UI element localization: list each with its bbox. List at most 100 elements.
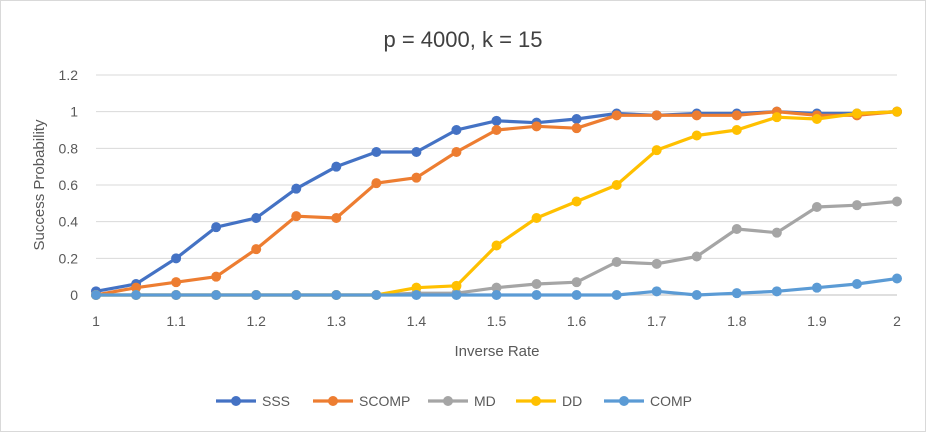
y-tick-label: 0.2 [59, 250, 79, 266]
data-point-dd [771, 112, 782, 123]
data-point-sss [371, 147, 382, 157]
data-point-scomp [691, 110, 702, 121]
data-point-sss [251, 213, 262, 223]
data-point-comp [291, 290, 302, 300]
legend-swatch-marker [531, 396, 541, 406]
data-point-md [892, 196, 902, 207]
data-point-dd [491, 240, 502, 251]
legend-swatch-marker [619, 396, 629, 406]
y-tick-label: 0.6 [59, 177, 79, 193]
x-axis-ticks: 1 1.1 1.2 1.3 1.4 1.5 1.6 1.7 1.8 1.9 2 [92, 313, 901, 329]
data-point-scomp [571, 123, 582, 134]
data-point-comp [611, 290, 622, 300]
data-point-scomp [411, 172, 422, 183]
x-tick-label: 2 [893, 313, 901, 329]
data-point-sss [331, 161, 342, 172]
data-point-comp [491, 290, 502, 300]
y-tick-label: 0.4 [59, 214, 79, 230]
data-point-md [851, 200, 862, 211]
data-point-comp [91, 290, 101, 300]
data-point-scomp [651, 110, 662, 121]
x-tick-label: 1.8 [727, 313, 747, 329]
chart-title: p = 4000, k = 15 [383, 27, 542, 52]
data-point-sss [411, 147, 422, 157]
data-point-comp [851, 279, 862, 289]
data-point-comp [251, 290, 262, 300]
x-tick-label: 1.4 [407, 313, 427, 329]
y-axis-label: Success Probability [31, 119, 48, 250]
data-point-scomp [251, 244, 262, 255]
data-point-md [691, 251, 702, 262]
data-point-dd [851, 108, 862, 119]
x-tick-label: 1.3 [327, 313, 347, 329]
data-point-comp [131, 290, 142, 300]
data-point-dd [411, 282, 422, 293]
x-tick-label: 1.5 [487, 313, 507, 329]
data-point-scomp [531, 121, 542, 132]
legend-label: MD [474, 393, 496, 409]
data-point-sss [171, 253, 182, 264]
series-group [91, 106, 902, 300]
data-point-comp [571, 290, 582, 300]
y-tick-label: 1 [70, 104, 78, 120]
x-tick-label: 1.9 [807, 313, 827, 329]
data-point-md [651, 258, 662, 269]
legend-item-md: MD [428, 393, 496, 409]
legend-item-scomp: SCOMP [313, 393, 410, 409]
data-point-dd [811, 114, 822, 124]
data-point-dd [571, 196, 582, 207]
data-point-scomp [451, 147, 462, 157]
data-point-dd [731, 125, 742, 135]
data-point-comp [411, 290, 422, 300]
data-point-md [611, 257, 622, 267]
data-point-scomp [211, 271, 222, 282]
legend-label: COMP [650, 393, 692, 409]
x-tick-label: 1 [92, 313, 100, 329]
data-point-scomp [491, 125, 502, 135]
x-axis-label: Inverse Rate [454, 343, 539, 360]
data-point-scomp [371, 178, 382, 189]
series-line-sss [95, 110, 898, 293]
data-point-scomp [731, 110, 742, 121]
data-point-sss [491, 115, 502, 126]
data-point-dd [611, 180, 622, 190]
legend-label: SCOMP [359, 393, 410, 409]
x-tick-label: 1.7 [647, 313, 667, 329]
y-axis-ticks: 0 0.2 0.4 0.6 0.8 1 1.2 [59, 67, 79, 303]
data-point-scomp [291, 211, 302, 222]
legend: SSS SCOMP MD DD COMP [216, 393, 692, 409]
series-scomp [91, 106, 902, 300]
legend-label: DD [562, 393, 582, 409]
data-point-md [771, 227, 782, 238]
data-point-comp [651, 286, 662, 297]
data-point-comp [171, 290, 182, 300]
data-point-dd [531, 213, 542, 223]
series-comp [91, 273, 902, 300]
data-point-sss [571, 114, 582, 124]
data-point-comp [731, 288, 742, 299]
y-tick-label: 1.2 [59, 67, 79, 83]
data-point-md [531, 279, 542, 289]
legend-swatch-marker [443, 396, 453, 406]
legend-item-comp: COMP [604, 393, 692, 409]
data-point-scomp [331, 213, 342, 223]
data-point-scomp [611, 110, 622, 121]
x-tick-label: 1.2 [246, 313, 266, 329]
series-sss [91, 106, 902, 297]
data-point-comp [331, 290, 342, 300]
x-tick-label: 1.6 [567, 313, 587, 329]
series-line-dd [96, 110, 898, 297]
data-point-comp [691, 290, 702, 300]
data-point-dd [451, 280, 462, 291]
data-point-md [731, 224, 742, 234]
legend-swatch-marker [328, 396, 338, 406]
data-point-dd [651, 145, 662, 156]
data-point-comp [771, 286, 782, 297]
data-point-md [811, 202, 822, 212]
legend-swatch-marker [231, 396, 241, 406]
data-point-comp [451, 290, 462, 300]
data-point-comp [371, 290, 382, 300]
data-point-sss [291, 183, 302, 194]
data-point-scomp [131, 282, 142, 293]
